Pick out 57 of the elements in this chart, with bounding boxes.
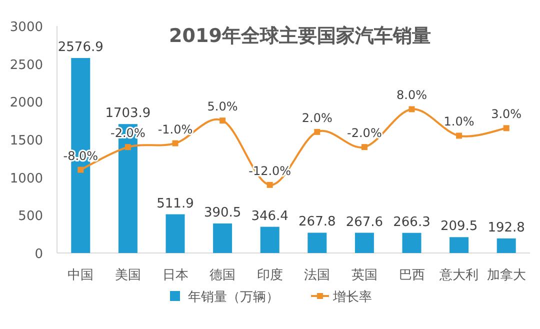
x-tick-label: 法国 [304, 268, 330, 283]
point [172, 140, 178, 146]
data-label: 346.4 [251, 208, 288, 224]
point [456, 132, 462, 139]
y-tick-label: 1000 [10, 171, 43, 186]
data-label: 192.8 [488, 220, 525, 236]
data-label: 266.3 [393, 214, 430, 230]
x-tick-label: 美国 [114, 267, 141, 283]
data-label: 209.5 [440, 219, 478, 234]
legend-item: 年销量（万辆） [170, 290, 279, 305]
y-tick-label: 2000 [10, 96, 43, 111]
x-tick-label: 意大利 [438, 268, 479, 283]
data-label: 267.6 [346, 214, 384, 230]
data-label: 8.0% [396, 88, 427, 102]
x-tick-label: 印度 [256, 267, 283, 283]
data-label: 2.0% [302, 110, 332, 125]
data-label: -2.0% [347, 126, 382, 140]
bar [308, 232, 327, 253]
data-label: 390.5 [204, 205, 242, 220]
x-tick-label: 加拿大 [486, 268, 526, 283]
bar [213, 223, 232, 253]
x-tick-label: 英国 [351, 268, 378, 283]
legend-item: 增长率 [311, 290, 372, 305]
data-label: 267.8 [298, 214, 336, 230]
point [503, 125, 510, 132]
bar [496, 238, 516, 253]
bar [166, 214, 185, 253]
x-tick-label: 德国 [210, 268, 236, 283]
x-tick-label: 巴西 [398, 268, 425, 283]
x-tick-label: 中国 [68, 268, 94, 283]
legend-label: 增长率 [332, 289, 372, 305]
y-tick-label: 2500 [10, 58, 43, 73]
y-tick-label: 1500 [10, 134, 43, 148]
point [220, 118, 226, 124]
y-tick-label: 3000 [10, 20, 43, 35]
point [361, 144, 368, 150]
data-label: 3.0% [491, 107, 522, 122]
data-label: 511.9 [156, 196, 194, 212]
bar [402, 232, 422, 253]
data-label: -1.0% [158, 122, 193, 136]
chart-title: 2019年全球主要国家汽车销量 [169, 25, 431, 47]
data-label: 5.0% [207, 100, 238, 114]
data-label: 2576.9 [58, 40, 104, 56]
bar [450, 237, 469, 253]
point [266, 182, 273, 188]
y-tick-label: 0 [34, 247, 43, 262]
data-label: 1.0% [444, 114, 474, 129]
bar [354, 232, 374, 253]
x-tick-label: 日本 [162, 268, 188, 283]
bar [260, 226, 280, 253]
point [78, 166, 84, 173]
point [408, 106, 415, 112]
point [124, 144, 131, 150]
y-tick-label: 500 [18, 209, 43, 224]
point [314, 128, 320, 135]
data-label: 1703.9 [105, 106, 151, 122]
legend-label: 年销量（万辆） [188, 290, 279, 305]
